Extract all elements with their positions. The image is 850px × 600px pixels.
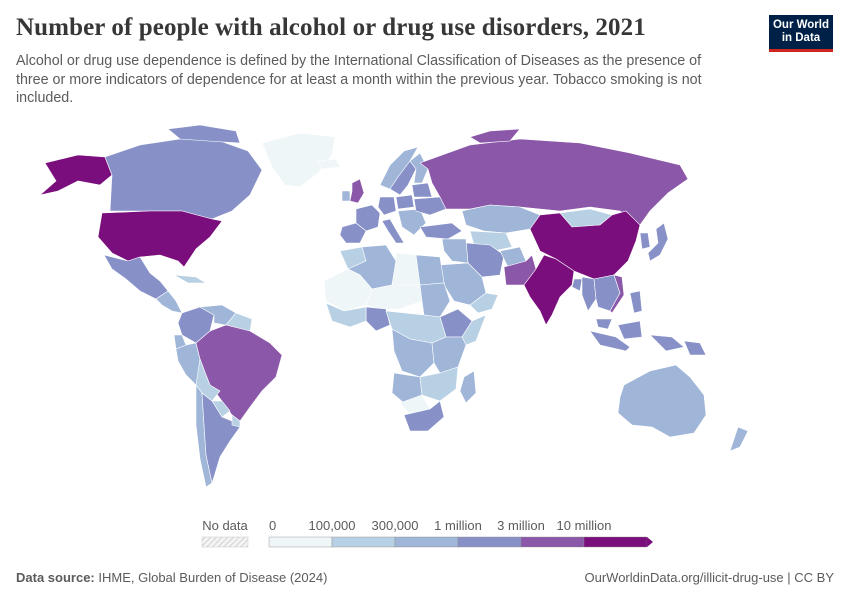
country-canada[interactable] [104,138,263,220]
country-poland[interactable] [395,194,415,210]
legend-swatch-1[interactable] [331,536,396,548]
country-uk[interactable] [349,178,365,204]
country-niger-chad[interactable] [365,284,423,310]
country-egypt[interactable] [415,254,445,286]
legend-label-2: 300,000 [372,518,419,533]
country-kazakhstan[interactable] [461,204,541,234]
country-libya[interactable] [391,252,421,288]
legend-arrow [647,537,653,547]
country-canada-islands[interactable] [167,124,241,144]
country-new-zealand[interactable] [729,426,749,452]
footer-source: Data source: IHME, Global Burden of Dise… [16,570,327,585]
country-ukraine[interactable] [413,196,447,216]
country-germany[interactable] [377,196,397,216]
country-australia[interactable] [617,364,707,438]
country-ireland[interactable] [341,190,351,202]
world-map [39,124,749,488]
footer-url[interactable]: OurWorldinData.org/illicit-drug-use | CC… [584,570,835,585]
legend-swatch-0[interactable] [268,536,333,548]
country-papua-new-guinea[interactable] [683,340,707,356]
legend-label-1: 100,000 [309,518,356,533]
country-vietnam[interactable] [609,274,625,314]
country-uruguay[interactable] [231,414,241,428]
legend-swatch-5[interactable] [583,536,648,548]
country-iceland[interactable] [317,158,341,170]
legend-swatch-3[interactable] [457,536,522,548]
legend-label-3: 1 million [434,518,482,533]
country-south-africa[interactable] [403,400,445,432]
country-japan[interactable] [647,222,669,262]
country-korea[interactable] [639,232,651,250]
country-sudan[interactable] [419,282,451,318]
legend-no-data-swatch [201,536,249,548]
legend-label-5: 10 million [557,518,612,533]
owid-logo[interactable]: Our World in Data [769,15,833,52]
legend: No data 0 100,000 300,000 1 million 3 millio… [201,518,653,548]
country-philippines[interactable] [629,290,643,314]
chart-subtitle: Alcohol or drug use dependence is define… [16,53,702,106]
country-southern-africa[interactable] [419,366,459,402]
logo-line-1: Our World [772,19,829,31]
country-drc[interactable] [391,328,435,378]
country-russia[interactable] [419,138,689,226]
legend-label-0: 0 [269,518,276,533]
legend-swatch-2[interactable] [394,536,459,548]
country-argentina[interactable] [201,392,241,485]
country-alaska[interactable] [39,154,113,196]
country-baltics-belarus[interactable] [411,182,433,198]
legend-label-4: 3 million [497,518,545,533]
country-usa[interactable] [97,210,223,268]
country-nigeria[interactable] [365,306,391,332]
source-text: IHME, Global Burden of Disease (2024) [98,570,328,585]
legend-no-data-label: No data [202,518,248,533]
source-label: Data source: [16,570,95,585]
country-myanmar[interactable] [581,276,597,312]
country-indonesia[interactable] [589,320,685,352]
country-italy[interactable] [381,218,405,244]
country-russia-islands[interactable] [469,128,521,144]
country-east-africa[interactable] [431,336,467,374]
country-malaysia[interactable] [595,318,613,330]
country-bangladesh[interactable] [571,278,583,292]
country-mexico[interactable] [103,254,169,300]
country-turkey[interactable] [419,222,463,240]
country-yemen-oman[interactable] [469,292,499,314]
logo-line-2: in Data [781,32,821,44]
country-somalia[interactable] [461,314,487,346]
chart-title: Number of people with alcohol or drug us… [16,14,646,41]
legend-swatch-4[interactable] [520,536,585,548]
country-greenland[interactable] [261,132,336,188]
country-madagascar[interactable] [459,370,477,404]
country-iraq-syria[interactable] [441,238,469,264]
country-iberia[interactable] [339,222,367,244]
country-west-coast[interactable] [325,302,367,328]
country-india[interactable] [523,254,575,326]
country-finland[interactable] [409,152,429,184]
country-cuba[interactable] [173,274,208,284]
